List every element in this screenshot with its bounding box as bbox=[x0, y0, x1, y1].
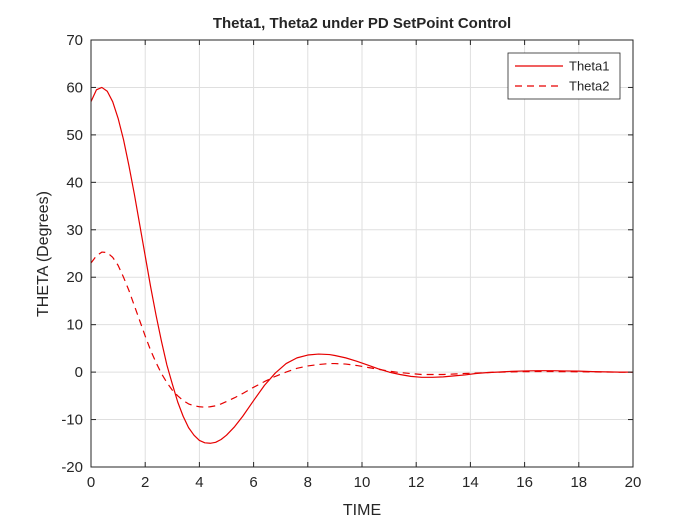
chart-title: Theta1, Theta2 under PD SetPoint Control bbox=[213, 15, 511, 32]
x-tick-label: 14 bbox=[462, 474, 479, 491]
x-tick-labels: 0 2 4 6 8 10 12 14 16 18 20 bbox=[87, 474, 642, 491]
x-axis-label: TIME bbox=[343, 502, 381, 519]
x-tick-label: 8 bbox=[304, 474, 312, 491]
x-tick-label: 4 bbox=[195, 474, 203, 491]
legend: Theta1 Theta2 bbox=[507, 52, 621, 100]
x-tick-label: 0 bbox=[87, 474, 95, 491]
y-tick-label: -10 bbox=[61, 412, 83, 429]
y-tick-label: 40 bbox=[66, 174, 83, 191]
y-tick-label: 0 bbox=[75, 364, 83, 381]
x-tick-label: 18 bbox=[570, 474, 587, 491]
x-tick-label: 2 bbox=[141, 474, 149, 491]
legend-label-theta1: Theta1 bbox=[569, 59, 609, 74]
x-tick-label: 20 bbox=[625, 474, 642, 491]
legend-box bbox=[507, 52, 621, 100]
x-tick-label: 16 bbox=[516, 474, 533, 491]
y-tick-label: 50 bbox=[66, 127, 83, 144]
x-tick-label: 10 bbox=[354, 474, 371, 491]
y-tick-label: -20 bbox=[61, 459, 83, 476]
grid bbox=[90, 39, 634, 468]
y-axis-label: THETA (Degrees) bbox=[35, 191, 52, 317]
x-tick-label: 6 bbox=[249, 474, 257, 491]
y-tick-label: 10 bbox=[66, 317, 83, 334]
tick-marks bbox=[90, 39, 634, 468]
series-lines bbox=[90, 86, 633, 444]
series-line-theta1 bbox=[90, 86, 633, 444]
y-tick-label: 20 bbox=[66, 269, 83, 286]
y-tick-label: 70 bbox=[66, 32, 83, 49]
x-tick-label: 12 bbox=[408, 474, 425, 491]
y-tick-label: 30 bbox=[66, 222, 83, 239]
y-tick-label: 60 bbox=[66, 79, 83, 96]
legend-label-theta2: Theta2 bbox=[569, 79, 609, 94]
y-tick-labels: -20 -10 0 10 20 30 40 50 60 70 bbox=[61, 32, 83, 476]
